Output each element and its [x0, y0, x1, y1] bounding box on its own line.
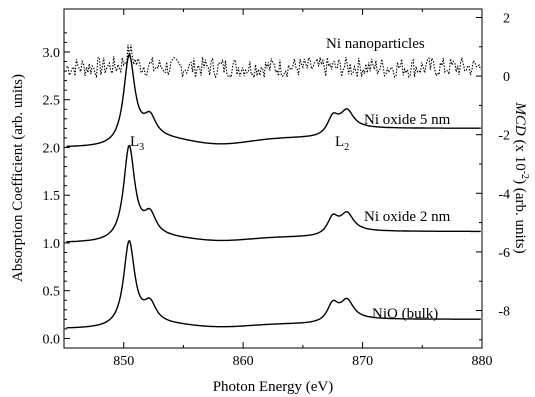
annotation-l2-main: L — [335, 134, 344, 150]
y-axis-label-left: Absorption Coefficient (arb. units) — [10, 74, 26, 282]
series-line-0 — [66, 44, 482, 80]
series-line-3 — [66, 239, 481, 329]
y-axis-label-right-post: ) (arb. units) — [512, 179, 528, 254]
y-tick-label-left: 1.5 — [43, 189, 61, 204]
y-tick-label-left: 0.0 — [43, 332, 61, 347]
y-axis-label-right-mcd: MCD — [512, 101, 528, 136]
series-line-1 — [66, 53, 481, 148]
series-label-ni-nanoparticles: Ni nanoparticles — [326, 36, 425, 52]
x-tick-label: 870 — [352, 354, 373, 369]
y-axis-label-right: MCD (x 10-2) (arb. units) — [512, 101, 530, 253]
plot-frame — [63, 8, 483, 349]
annotation-l3: L3 — [130, 134, 144, 153]
annotation-l3-main: L — [130, 134, 139, 150]
annotation-l2: L2 — [335, 134, 349, 153]
annotation-l2-sub: 2 — [344, 142, 349, 153]
axis-ticks: 850 860 870 880 0.0 0.5 1.0 1.5 2.0 2.5 3.0 2 0 -2 -4 -… — [43, 9, 510, 369]
y-tick-label-right: -6 — [498, 246, 510, 261]
x-tick-label: 880 — [472, 354, 493, 369]
series-label-ni-oxide-5nm: Ni oxide 5 nm — [364, 112, 451, 128]
y-tick-label-right: -4 — [498, 187, 510, 202]
series-label-ni-oxide-2nm: Ni oxide 2 nm — [364, 209, 451, 225]
y-tick-label-left: 2.5 — [43, 94, 61, 109]
y-tick-label-right: -8 — [498, 304, 510, 319]
y-tick-label-left: 1.0 — [43, 237, 61, 252]
y-tick-label-left: 0.5 — [43, 285, 61, 300]
y-tick-label-right: 2 — [503, 11, 510, 26]
y-tick-label-right: -2 — [498, 129, 510, 144]
x-axis-label: Photon Energy (eV) — [213, 379, 334, 395]
labels-layer: Photon Energy (eV) Absorption Coefficien… — [10, 36, 530, 395]
y-axis-label-right-mid: (x 10 — [512, 136, 528, 171]
y-tick-label-left: 2.0 — [43, 141, 61, 156]
x-tick-label: 850 — [113, 354, 134, 369]
series-layer — [66, 44, 482, 329]
series-line-2 — [66, 144, 481, 243]
y-tick-label-left: 3.0 — [43, 46, 61, 61]
annotation-l3-sub: 3 — [139, 142, 144, 153]
series-label-nio-bulk: NiO (bulk) — [372, 306, 438, 322]
y-axis-label-right-exp: -2 — [519, 171, 530, 179]
x-tick-label: 860 — [233, 354, 254, 369]
y-tick-label-right: 0 — [503, 70, 510, 85]
